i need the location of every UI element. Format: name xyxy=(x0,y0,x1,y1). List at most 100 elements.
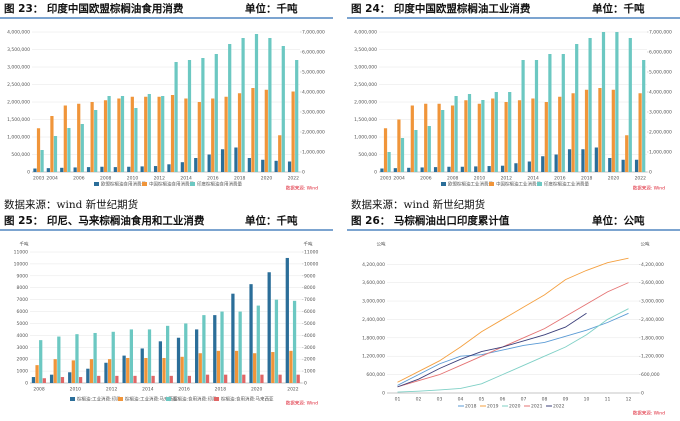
bar xyxy=(598,88,602,172)
bar xyxy=(295,60,299,172)
bar xyxy=(151,375,155,383)
bar xyxy=(504,102,508,172)
bar xyxy=(437,103,441,172)
bar xyxy=(274,160,278,172)
bar xyxy=(494,92,498,172)
bar xyxy=(581,149,585,172)
legend-label: 中国棕榈油食用消费量 xyxy=(149,181,194,188)
bar xyxy=(291,91,295,172)
bar xyxy=(117,98,121,172)
bar xyxy=(228,44,232,172)
bar xyxy=(184,323,188,383)
bar xyxy=(68,372,72,383)
x-tick-label: 01 xyxy=(395,397,401,403)
y-tick-label: 500,000 xyxy=(11,152,30,158)
y-tick-label: 2,000,000 xyxy=(354,100,377,106)
bar xyxy=(162,357,166,383)
y2-tick-label: 3,000,000 xyxy=(649,110,672,116)
x-tick-label: 2004 xyxy=(46,176,58,182)
bar xyxy=(527,161,531,172)
y-tick-label: 2000 xyxy=(17,357,29,363)
y2-tick-label: 5,000,000 xyxy=(302,70,325,76)
bar xyxy=(71,360,75,383)
y-tick-label: 8000 xyxy=(17,285,29,291)
bar xyxy=(60,377,65,383)
figure-unit: 单位：千吨 xyxy=(245,2,298,15)
bar xyxy=(77,103,81,172)
bar xyxy=(97,375,101,383)
y-tick-label: 3,000,000 xyxy=(354,65,377,71)
y-tick-label: 9000 xyxy=(17,273,29,279)
bar xyxy=(400,138,405,172)
bar xyxy=(126,357,130,383)
bar xyxy=(201,58,205,172)
line xyxy=(397,257,629,383)
bar xyxy=(187,375,192,383)
bar xyxy=(608,158,612,172)
x-tick-label: 06 xyxy=(500,397,506,403)
line xyxy=(397,282,629,388)
x-tick-label: 10 xyxy=(584,397,590,403)
legend-label: 棕榈油:食用消费:印尼 xyxy=(173,396,217,403)
bar xyxy=(35,365,39,383)
legend-label: 2022 xyxy=(553,404,565,410)
x-tick-label: 2012 xyxy=(154,176,166,182)
x-tick-label: 2018 xyxy=(215,387,227,393)
x-tick-label: 2008 xyxy=(447,176,459,182)
x-tick-label: 2004 xyxy=(393,176,405,182)
bar xyxy=(380,168,384,172)
bar xyxy=(531,98,535,172)
bar xyxy=(46,168,50,172)
figure-unit: 单位：千吨 xyxy=(592,2,645,15)
bar xyxy=(234,147,238,172)
bar xyxy=(133,375,137,383)
legend-label: 棕榈油:工业消费:马来西亚 xyxy=(125,396,178,403)
x-tick-label: 2008 xyxy=(33,387,45,393)
bar xyxy=(541,156,545,172)
y2-tick-label: 4,000,000 xyxy=(302,90,325,96)
y2-tick-label: 600,000 xyxy=(641,372,660,378)
bar xyxy=(216,350,221,383)
bar xyxy=(292,300,297,383)
bar xyxy=(427,126,431,172)
bar xyxy=(157,96,161,172)
bar xyxy=(147,329,152,383)
y2-tick-label: 0 xyxy=(641,391,644,397)
bar xyxy=(642,60,646,172)
bar xyxy=(387,152,391,172)
bar xyxy=(460,166,464,172)
x-tick-label: 2012 xyxy=(501,176,513,182)
bar xyxy=(134,108,138,172)
y2-tick-label: 6000 xyxy=(304,309,316,315)
bar xyxy=(220,149,225,172)
y-tick-label: 1,800,000 xyxy=(362,335,385,341)
bar xyxy=(558,96,562,172)
bar xyxy=(220,311,224,383)
bar xyxy=(75,334,79,383)
bar xyxy=(147,94,151,172)
bar xyxy=(237,93,242,172)
y-tick-label: 1,000,000 xyxy=(7,135,30,141)
y2-tick-label: 4000 xyxy=(304,333,316,339)
source: 数据来源: Wind xyxy=(633,185,665,192)
source: 数据来源: Wind xyxy=(633,410,665,417)
y2-tick-label: 0 xyxy=(302,170,305,176)
legend-swatch xyxy=(166,397,171,401)
bar xyxy=(202,315,206,383)
bar xyxy=(144,96,148,172)
bar xyxy=(261,159,265,172)
y-tick-label: 4,000,000 xyxy=(7,30,30,36)
bar xyxy=(285,257,289,383)
bar xyxy=(544,102,548,172)
y2-tick-label: 1,800,000 xyxy=(641,335,664,341)
bar xyxy=(521,60,525,172)
x-tick-label: 12 xyxy=(626,397,632,403)
y-axis-label: 千吨 xyxy=(20,241,29,248)
y-tick-label: 6000 xyxy=(17,309,29,315)
bar xyxy=(289,350,293,383)
x-tick-label: 2018 xyxy=(234,176,246,182)
bar xyxy=(40,150,44,172)
x-tick-label: 2010 xyxy=(70,387,82,393)
bar xyxy=(268,38,272,172)
y2-tick-label: 1,000,000 xyxy=(649,150,672,156)
